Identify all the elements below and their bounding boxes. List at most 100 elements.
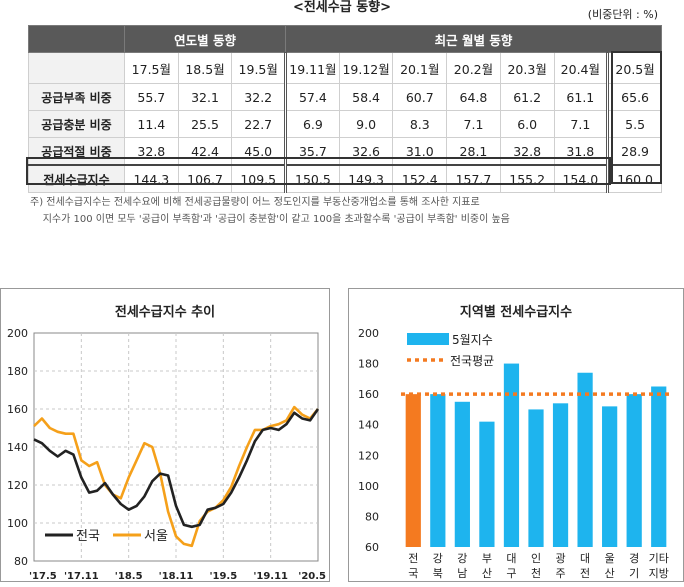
table-cell: 7.1 — [446, 110, 501, 138]
x-category-label-bottom: 주 — [555, 567, 565, 580]
table-cell: 61.1 — [553, 83, 610, 111]
legend-label-national: 전국 — [76, 529, 100, 544]
header-corner — [28, 25, 125, 53]
table-cell: 42.4 — [177, 137, 233, 166]
header-blank — [28, 52, 125, 84]
bar — [479, 421, 495, 547]
y-tick-label: 100 — [7, 517, 28, 530]
x-category-label-top: 경 — [629, 552, 639, 565]
row-label: 전세수급지수 — [28, 164, 125, 193]
table-cell: 7.1 — [553, 110, 610, 138]
series-line-national — [33, 408, 320, 529]
x-tick-label: '17.5 — [29, 571, 57, 582]
table-cell: 55.7 — [124, 83, 179, 111]
column-header: 18.5월 — [177, 52, 233, 84]
column-header: 17.5월 — [124, 52, 179, 84]
column-header: 20.4월 — [553, 52, 610, 84]
table-cell: 32.1 — [177, 83, 233, 111]
table-cell: 31.8 — [553, 137, 610, 166]
y-tick-label: 200 — [7, 327, 28, 340]
x-tick-label: '20.5 — [298, 571, 326, 582]
column-header: 19.12월 — [338, 52, 394, 84]
table-cell: 106.7 — [177, 164, 233, 193]
x-tick-label: '17.11 — [64, 571, 99, 582]
table-title: <전세수급 동향> — [292, 0, 392, 15]
column-header: 19.11월 — [285, 52, 340, 84]
table-cell: 32.2 — [231, 83, 288, 111]
table-cell: 32.6 — [338, 137, 394, 166]
table-cell: 25.5 — [177, 110, 233, 138]
table-cell: 8.3 — [392, 110, 448, 138]
table-cell: 9.0 — [338, 110, 394, 138]
table-cell: 154.0 — [553, 164, 610, 193]
x-category-label-top: 대 — [506, 552, 516, 565]
x-category-label-top: 부 — [482, 552, 492, 565]
column-header: 20.2월 — [446, 52, 501, 84]
x-category-label-top: 광 — [555, 552, 565, 565]
trend-line-chart: 80 100 120 140 160 180 200 '17.5 '17.11 '18.5 '18.… — [7, 327, 326, 582]
y-tick-label: 180 — [7, 365, 28, 378]
y-tick-label: 140 — [7, 441, 28, 454]
table-cell: 157.7 — [446, 164, 501, 193]
bar — [552, 403, 569, 547]
y-tick-label: 100 — [358, 480, 379, 493]
unit-label: (비중단위 : %) — [587, 8, 658, 21]
table-cell: 32.8 — [124, 137, 179, 166]
series-line-seoul — [33, 405, 319, 548]
trend-chart-title: 전세수급지수 추이 — [114, 305, 216, 320]
x-category-label-bottom: 전 — [580, 567, 590, 580]
table-cell: 109.5 — [231, 164, 288, 193]
column-header: 20.3월 — [499, 52, 555, 84]
table-cell: 5.5 — [607, 110, 662, 138]
row-label: 공급부족 비중 — [28, 83, 125, 111]
x-category-label-bottom: 지방 — [649, 567, 669, 580]
y-tick-label: 120 — [7, 479, 28, 492]
x-category-label-bottom: 구 — [506, 567, 516, 580]
y-tick-label: 80 — [365, 510, 379, 523]
bar — [454, 401, 470, 547]
x-tick-label: '19.5 — [209, 571, 237, 582]
table-cell: 58.4 — [338, 83, 394, 111]
footnote-line-1: 주) 전세수급지수는 전세수요에 비해 전세공급물량이 어느 정도인지를 부동산… — [30, 197, 480, 208]
bar — [602, 406, 618, 547]
table-row: 전세수급지수 144.3 106.7 109.5 150.5 149.3 152.4 157.… — [28, 164, 662, 193]
x-category-label-top: 강 — [433, 552, 443, 565]
table-cell: 160.0 — [607, 164, 662, 193]
footnote-line-2: 지수가 100 이면 모두 '공급이 부족함'과 '공급이 충분함'이 같고 1… — [30, 214, 510, 225]
bar — [577, 372, 593, 547]
bar — [430, 394, 446, 547]
x-tick-label: '18.11 — [159, 571, 194, 582]
y-tick-label: 120 — [358, 449, 379, 462]
supply-demand-table: 연도별 동향 최근 월별 동향 17.5월 18.5월 19.5월 19.11월 19.… — [28, 25, 662, 193]
regional-bar-chart: 6080100120140160180200전국강북강남부산대구인천광주대전울산… — [358, 327, 671, 580]
regional-chart-title: 지역별 전세수급지수 — [459, 305, 573, 320]
table-row: 공급충분 비중 11.4 25.5 22.7 6.9 9.0 8.3 7.1 6.0 7.1 5.5 — [28, 110, 662, 138]
table-cell: 152.4 — [392, 164, 448, 193]
group-header-yearly: 연도별 동향 — [123, 25, 287, 53]
table-cell: 57.4 — [285, 83, 340, 111]
x-tick-label: '18.5 — [115, 571, 143, 582]
column-header: 19.5월 — [231, 52, 288, 84]
bar — [651, 386, 667, 547]
x-category-label-bottom: 남 — [457, 567, 467, 580]
table-cell: 35.7 — [285, 137, 340, 166]
row-label: 공급충분 비중 — [28, 110, 125, 138]
table-cell: 11.4 — [124, 110, 179, 138]
table-cell: 6.0 — [499, 110, 555, 138]
x-tick-label: '19.11 — [253, 571, 288, 582]
table-cell: 22.7 — [231, 110, 288, 138]
table-cell: 155.2 — [499, 164, 555, 193]
y-tick-label: 180 — [358, 358, 379, 371]
row-label: 공급적절 비중 — [28, 137, 125, 166]
x-category-label-top: 기타 — [649, 552, 669, 565]
x-category-label-top: 전 — [408, 552, 418, 565]
table-cell: 61.2 — [499, 83, 555, 111]
table-row: 공급적절 비중 32.8 42.4 45.0 35.7 32.6 31.0 28.1 32.8 3… — [28, 137, 662, 166]
bar — [528, 409, 544, 547]
x-category-label-top: 울 — [605, 552, 615, 565]
x-category-label-top: 인 — [531, 552, 541, 565]
table-cell: 60.7 — [392, 83, 448, 111]
x-category-label-bottom: 산 — [605, 567, 615, 580]
y-tick-label: 200 — [358, 327, 379, 340]
table-cell: 32.8 — [499, 137, 555, 166]
